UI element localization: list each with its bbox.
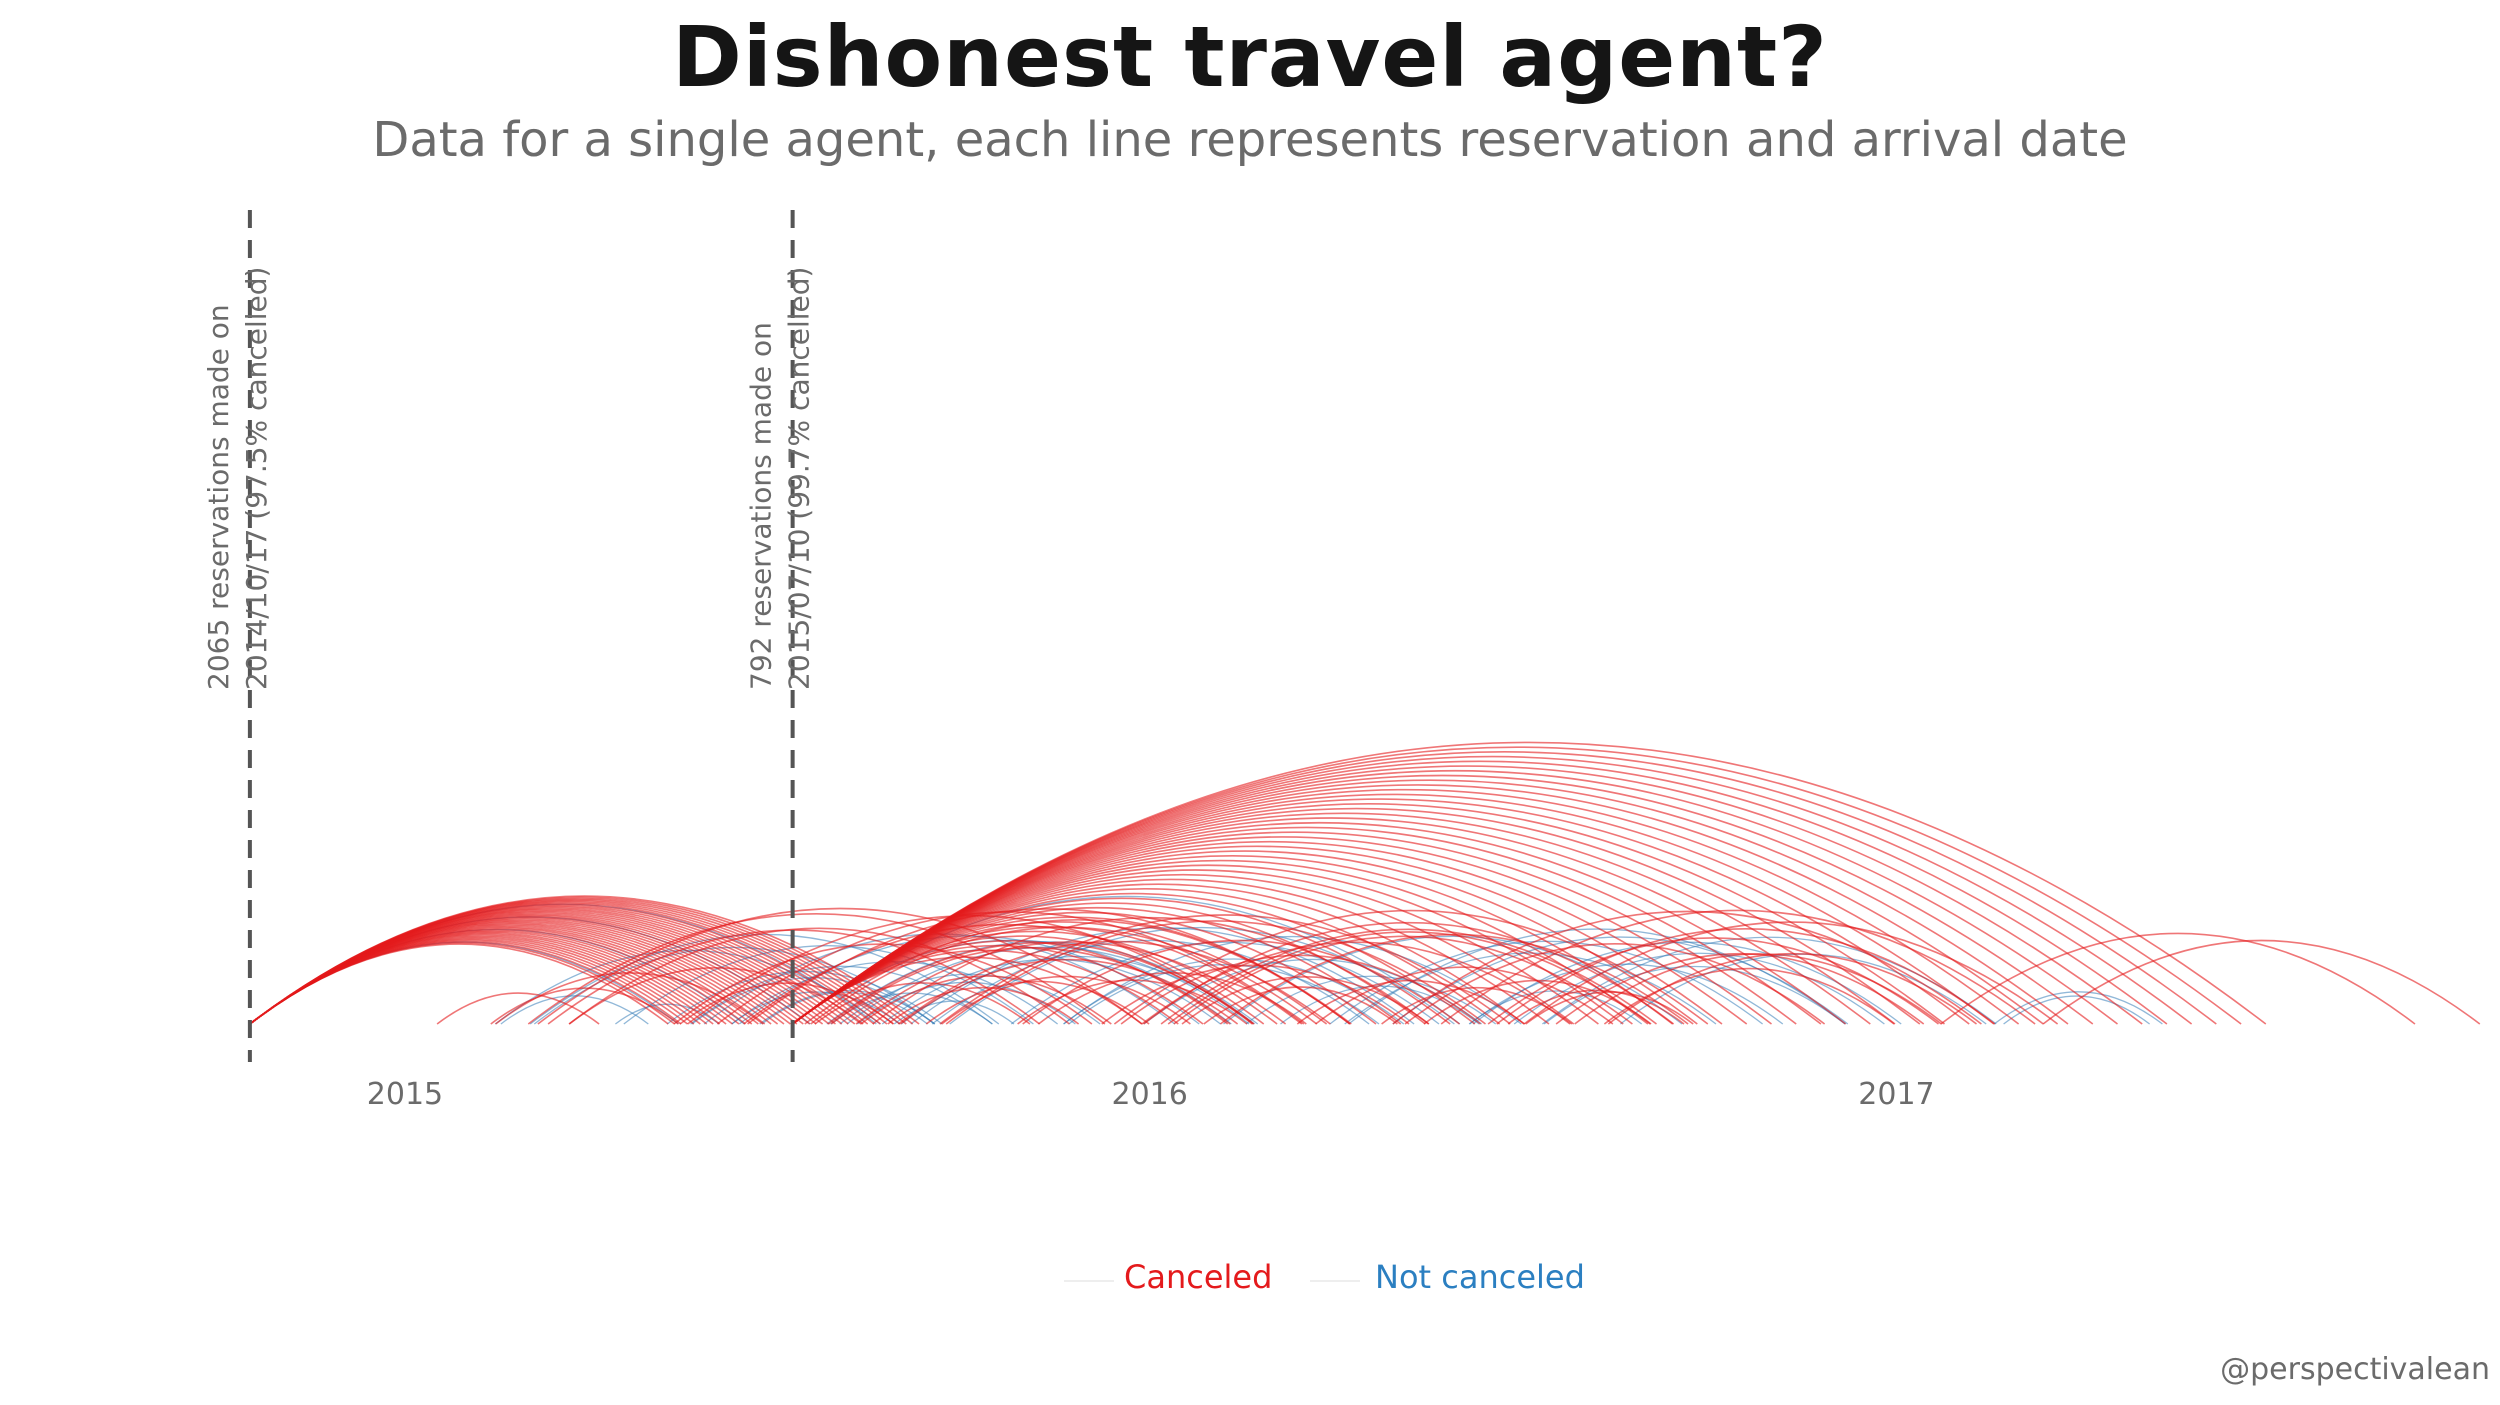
- arc-canceled: [1120, 954, 1481, 1025]
- arc-canceled: [568, 967, 864, 1025]
- arc-not-canceled: [1245, 975, 1497, 1025]
- arc-canceled: [490, 987, 679, 1025]
- arc-layer: [249, 741, 2481, 1025]
- legend-label-not-canceled: Not canceled: [1375, 1258, 1585, 1296]
- x-tick-label-2015: 2015: [367, 1077, 443, 1112]
- arc-canceled: [860, 975, 1112, 1025]
- legend-key-not-canceled: [1310, 1280, 1360, 1282]
- arc-canceled: [1392, 910, 1982, 1025]
- arc-canceled: [939, 914, 1511, 1025]
- arc-canceled: [804, 919, 1351, 1025]
- arc-canceled: [1160, 928, 1657, 1025]
- arc-canceled: [527, 913, 1106, 1025]
- arc-not-canceled: [846, 946, 1250, 1025]
- arc-canceled: [495, 972, 764, 1025]
- reference-annotation-2: 792 reservations made on 2015/07/10 (99.7…: [745, 267, 816, 690]
- reference-lines: 2065 reservations made on 2014/10/17 (97.…: [202, 210, 816, 1062]
- arc-canceled: [1496, 928, 1996, 1025]
- arc-not-canceled: [1063, 935, 1522, 1025]
- arc-not-canceled: [1344, 952, 1717, 1025]
- arc-canceled: [249, 934, 714, 1025]
- arc-canceled: [249, 895, 920, 1025]
- arc-canceled: [941, 975, 1191, 1025]
- arc-canceled: [1219, 933, 1689, 1025]
- arc-canceled: [249, 943, 669, 1025]
- arc-canceled: [743, 923, 1265, 1025]
- arc-canceled: [1173, 935, 1633, 1025]
- arc-canceled: [1404, 943, 1826, 1025]
- arc-canceled: [1022, 939, 1460, 1025]
- arc-canceled: [1440, 909, 2036, 1025]
- arc-canceled: [687, 914, 1255, 1025]
- arc-canceled: [872, 916, 1430, 1025]
- arc-canceled: [945, 920, 1486, 1025]
- arc-canceled: [673, 943, 1093, 1025]
- arc-canceled: [792, 741, 2267, 1025]
- arc-not-canceled: [690, 965, 993, 1025]
- arc-canceled: [897, 940, 1331, 1025]
- arc-canceled: [537, 907, 1143, 1025]
- arc-not-canceled: [500, 995, 649, 1025]
- arc-canceled: [1017, 979, 1248, 1025]
- arc-canceled: [1143, 922, 1675, 1025]
- arc-canceled: [1038, 972, 1307, 1025]
- x-tick-label-2017: 2017: [1858, 1077, 1934, 1112]
- arc-not-canceled: [529, 933, 1000, 1025]
- arc-canceled: [1940, 932, 2416, 1025]
- arc-not-canceled: [1543, 966, 1846, 1025]
- arc-canceled: [568, 927, 1070, 1025]
- x-axis-ticks: 2015 2016 2017: [367, 1077, 1935, 1112]
- arc-not-canceled: [1993, 991, 2163, 1025]
- arc-canceled: [679, 982, 894, 1025]
- arc-canceled: [814, 982, 1031, 1025]
- legend-label-canceled: Canceled: [1124, 1258, 1273, 1296]
- arc-canceled: [716, 911, 1305, 1025]
- arc-canceled: [899, 958, 1239, 1025]
- arc-canceled: [1603, 967, 1895, 1025]
- chart-title: Dishonest travel agent?: [672, 8, 1828, 106]
- credit-handle: @perspectivalean: [2220, 1352, 2490, 1387]
- arc-not-canceled: [2003, 995, 2150, 1025]
- arc-canceled: [1296, 979, 1525, 1025]
- arc-canceled: [1507, 989, 1685, 1025]
- arc-canceled: [1487, 937, 1939, 1025]
- reference-annotation-1: 2065 reservations made on 2014/10/17 (97.…: [202, 267, 273, 690]
- arc-canceled: [2042, 939, 2481, 1025]
- arc-canceled: [1113, 909, 1709, 1025]
- arc-canceled: [1315, 966, 1614, 1025]
- arc-canceled: [887, 986, 1080, 1025]
- arc-canceled: [925, 980, 1150, 1025]
- chart-subtitle: Data for a single agent, each line repre…: [372, 112, 2128, 168]
- x-tick-label-2016: 2016: [1112, 1077, 1188, 1112]
- arc-canceled: [827, 942, 1254, 1025]
- arc-canceled: [1203, 986, 1398, 1025]
- arc-canceled: [436, 992, 600, 1025]
- legend-key-canceled: [1064, 1280, 1114, 1282]
- arc-canceled: [1167, 931, 1651, 1025]
